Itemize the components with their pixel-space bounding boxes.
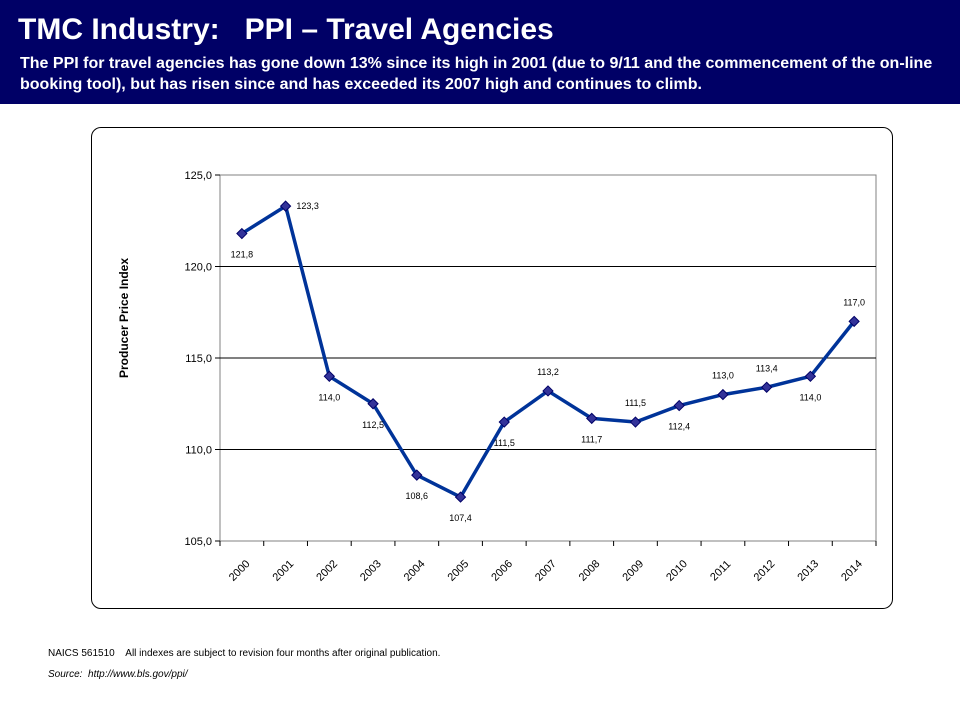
series-markers [236, 200, 860, 503]
data-label: 114,0 [799, 392, 821, 402]
data-point [367, 398, 379, 410]
x-tick-label: 2010 [664, 558, 690, 584]
data-label: 111,5 [494, 438, 515, 448]
x-tick-label: 2000 [227, 558, 253, 584]
page-subtitle: The PPI for travel agencies has gone dow… [20, 55, 933, 93]
data-labels: 121,8 123,3 114,0 112,5 108,6 107,4 111,5 113,2… [231, 201, 865, 523]
data-label: 123,3 [296, 201, 319, 211]
x-axis-ticks: 2000 2001 2002 2003 2004 2005 2006 2007 2008 2009… [219, 541, 877, 584]
data-point [323, 370, 336, 383]
gridlines [220, 266, 876, 450]
data-label: 111,5 [625, 398, 646, 408]
x-tick-label: 2007 [533, 558, 559, 584]
page-title: TMC Industry: PPI – Travel Agencies [18, 13, 554, 46]
y-tick-label: 125,0 [184, 170, 212, 182]
data-point [629, 416, 642, 428]
y-tick-label: 115,0 [185, 353, 212, 365]
data-point [454, 491, 467, 503]
data-label: 117,0 [843, 297, 865, 307]
data-label: 113,2 [537, 367, 559, 377]
x-tick-label: 2004 [402, 558, 428, 584]
data-label: 107,4 [449, 513, 472, 523]
data-label: 121,8 [231, 250, 254, 260]
y-axis-ticks: 105,0 110,0 115,0 120,0 125,0 [184, 170, 220, 548]
y-tick-label: 110,0 [185, 445, 212, 457]
data-point [279, 200, 292, 212]
x-tick-label: 2011 [708, 558, 733, 583]
data-label: 111,7 [581, 434, 602, 444]
x-tick-label: 2013 [795, 558, 821, 584]
data-point [411, 469, 423, 481]
footnote: NAICS 561510 All indexes are subject to … [48, 648, 441, 659]
data-label: 112,5 [362, 420, 384, 430]
data-point [586, 412, 598, 425]
data-point [717, 388, 729, 401]
y-axis-title: Producer Price Index [117, 258, 131, 378]
data-label: 112,4 [668, 422, 690, 432]
x-tick-label: 2002 [314, 558, 340, 584]
y-tick-label: 105,0 [184, 536, 212, 548]
data-point [673, 399, 685, 412]
data-point [542, 385, 554, 397]
data-point [236, 227, 248, 240]
x-tick-label: 2012 [752, 558, 778, 584]
data-label: 108,6 [406, 491, 429, 501]
data-label: 114,0 [318, 392, 340, 402]
x-tick-label: 2001 [271, 558, 297, 584]
data-point [804, 370, 817, 383]
data-point [498, 416, 510, 428]
data-point [760, 381, 773, 393]
x-tick-label: 2008 [577, 558, 603, 584]
x-tick-label: 2009 [620, 558, 646, 584]
x-tick-label: 2003 [358, 558, 384, 584]
x-tick-label: 2006 [489, 558, 515, 584]
data-label: 113,4 [756, 363, 778, 373]
header-banner: TMC Industry: PPI – Travel Agencies The … [0, 0, 960, 104]
y-tick-label: 120,0 [184, 262, 212, 274]
data-label: 113,0 [712, 371, 734, 381]
x-tick-label: 2014 [839, 558, 865, 584]
x-tick-label: 2005 [446, 558, 472, 584]
data-point [848, 315, 860, 328]
source-note: Source: http://www.bls.gov/ppi/ [48, 669, 188, 680]
